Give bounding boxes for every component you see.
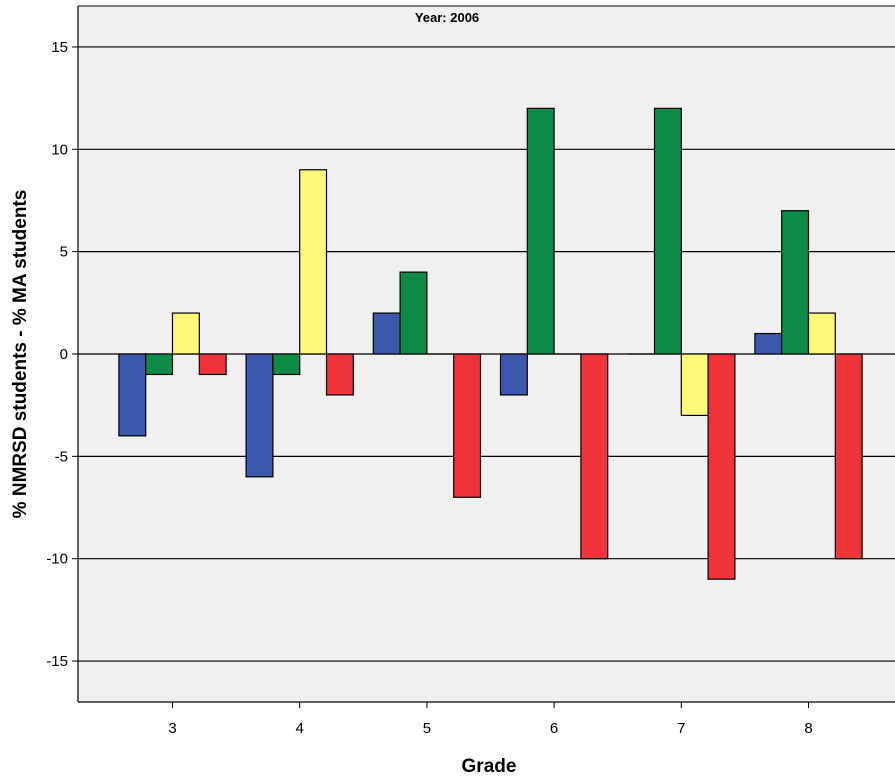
bar-grade-3-series-1 <box>118 353 147 437</box>
bar-grade-8-series-1 <box>754 332 783 355</box>
bar-grade-4-series-3 <box>299 169 328 355</box>
x-tick-label: 6 <box>550 720 558 737</box>
bar-grade-6-series-4 <box>580 353 609 560</box>
chart-title: Year: 2006 <box>415 10 479 25</box>
bar-grade-6-series-1 <box>499 353 528 396</box>
bar-grade-3-series-3 <box>171 312 200 355</box>
x-axis-title: Grade <box>462 756 517 777</box>
y-tick-label: 0 <box>60 346 68 363</box>
y-axis-title: % NMRSD students - % MA students <box>10 190 31 519</box>
y-tick-label: 5 <box>60 244 68 261</box>
y-tick-label: 10 <box>51 141 68 158</box>
bar-grade-7-series-4 <box>707 353 736 580</box>
bar-grade-5-series-4 <box>453 353 482 498</box>
bar-grade-7-series-2 <box>653 107 682 355</box>
x-tick-label: 5 <box>423 720 431 737</box>
bar-grade-5-series-2 <box>399 271 428 355</box>
bars <box>118 107 863 580</box>
y-tick-label: -5 <box>55 448 68 465</box>
y-tick-label: -10 <box>46 551 68 568</box>
x-tick-label: 8 <box>804 720 812 737</box>
x-tick-label: 4 <box>296 720 304 737</box>
bar-grade-5-series-1 <box>372 312 401 355</box>
bar-grade-4-series-4 <box>325 353 354 396</box>
x-tick-label: 7 <box>677 720 685 737</box>
bar-grade-8-series-2 <box>781 210 810 355</box>
bar-grade-6-series-2 <box>526 107 555 355</box>
bar-grade-4-series-1 <box>245 353 274 478</box>
bar-grade-7-series-3 <box>680 353 709 417</box>
bar-grade-3-series-4 <box>198 353 227 376</box>
y-tick-label: -15 <box>46 653 68 670</box>
y-tick-label: 15 <box>51 39 68 56</box>
axes <box>72 5 895 708</box>
tick-labels: -15 -10 -5 0 5 10 15 3 4 5 6 7 8 <box>46 39 812 737</box>
bar-grade-3-series-2 <box>145 353 174 376</box>
bar-grade-8-series-4 <box>834 353 863 560</box>
x-tick-label: 3 <box>168 720 176 737</box>
bar-grade-8-series-3 <box>807 312 836 355</box>
bar-grade-4-series-2 <box>272 353 301 376</box>
